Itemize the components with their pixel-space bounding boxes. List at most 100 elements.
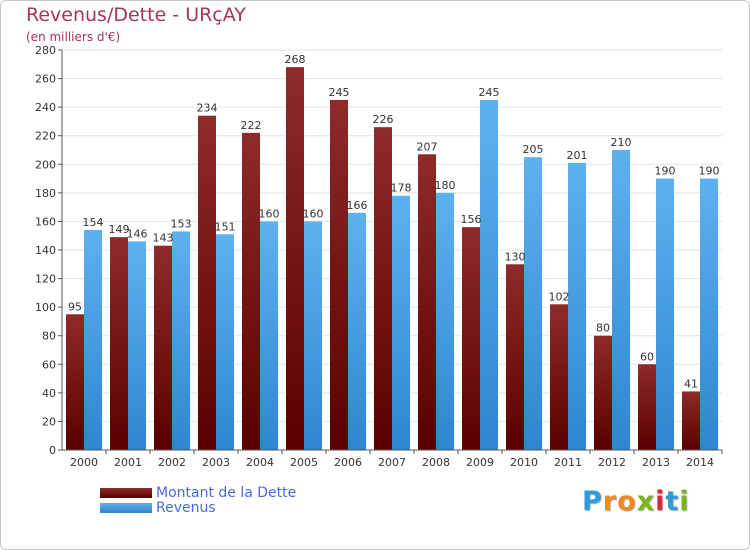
logo-letter: x: [636, 486, 656, 517]
data-label: 166: [347, 199, 368, 212]
y-tick-label: 180: [35, 187, 56, 200]
data-label: 146: [127, 227, 148, 240]
data-label: 245: [329, 86, 350, 99]
bar-revenus: [436, 192, 454, 450]
data-label: 151: [215, 220, 236, 233]
bar-debt: [66, 314, 84, 450]
legend-swatch-revenus: [100, 503, 152, 513]
bar-revenus: [568, 162, 586, 450]
data-label: 41: [684, 377, 698, 390]
x-tick-label: 2006: [334, 456, 362, 469]
data-label: 268: [285, 53, 306, 66]
bar-revenus: [128, 241, 146, 450]
y-tick-label: 40: [42, 387, 56, 400]
bar-debt: [638, 364, 656, 450]
data-label: 153: [171, 217, 192, 230]
data-label: 156: [461, 213, 482, 226]
data-label: 205: [523, 143, 544, 156]
y-tick-label: 60: [42, 358, 56, 371]
y-tick-label: 140: [35, 244, 56, 257]
logo-letter: t: [665, 486, 680, 517]
y-tick-label: 100: [35, 301, 56, 314]
data-label: 149: [109, 223, 130, 236]
bar-revenus: [700, 178, 718, 451]
x-tick-label: 2010: [510, 456, 538, 469]
data-label: 60: [640, 350, 654, 363]
data-label: 234: [197, 102, 218, 115]
proxiti-logo: Proxiti: [582, 486, 690, 517]
data-label: 102: [549, 290, 570, 303]
data-label: 222: [241, 119, 262, 132]
data-label: 130: [505, 250, 526, 263]
chart-subtitle: (en milliers d'€): [26, 30, 121, 44]
bar-revenus: [172, 231, 190, 450]
x-tick-label: 2007: [378, 456, 406, 469]
y-tick-label: 240: [35, 101, 56, 114]
y-tick-label: 260: [35, 73, 56, 86]
x-tick-label: 2014: [686, 456, 714, 469]
bar-revenus: [260, 221, 278, 450]
bar-revenus: [392, 195, 410, 450]
data-label: 245: [479, 86, 500, 99]
logo-letter: i: [679, 486, 690, 517]
data-label: 178: [391, 182, 412, 195]
data-label: 180: [435, 179, 456, 192]
y-tick-label: 0: [49, 444, 56, 457]
x-tick-label: 2013: [642, 456, 670, 469]
legend-label-revenus: Revenus: [156, 500, 216, 516]
bar-debt: [242, 132, 260, 450]
logo-letter: o: [617, 486, 637, 517]
x-tick-label: 2011: [554, 456, 582, 469]
legend-label-debt: Montant de la Dette: [156, 485, 297, 501]
y-tick-label: 20: [42, 415, 56, 428]
bar-revenus: [480, 100, 498, 450]
y-tick-label: 280: [35, 44, 56, 57]
bar-debt: [462, 227, 480, 450]
data-label: 207: [417, 140, 438, 153]
bar-debt: [550, 304, 568, 450]
x-tick-label: 2012: [598, 456, 626, 469]
bar-revenus: [84, 230, 102, 450]
data-label: 154: [83, 216, 104, 229]
bar-revenus: [304, 221, 322, 450]
logo-letter: r: [602, 486, 618, 517]
bar-revenus: [656, 178, 674, 451]
data-label: 160: [303, 207, 324, 220]
chart-title: Revenus/Dette - URçAY: [26, 4, 246, 26]
y-tick-label: 120: [35, 273, 56, 286]
x-tick-label: 2003: [202, 456, 230, 469]
bar-revenus: [216, 234, 234, 450]
data-label: 201: [567, 149, 588, 162]
bar-debt: [330, 100, 348, 450]
bar-revenus: [348, 212, 366, 450]
data-label: 95: [68, 300, 82, 313]
bar-debt: [506, 264, 524, 450]
bar-revenus: [612, 150, 630, 450]
bar-debt: [154, 245, 172, 450]
x-tick-label: 2005: [290, 456, 318, 469]
data-label: 226: [373, 113, 394, 126]
x-tick-label: 2009: [466, 456, 494, 469]
bar-debt: [682, 391, 700, 450]
x-tick-label: 2002: [158, 456, 186, 469]
bar-debt: [594, 335, 612, 450]
bar-debt: [110, 237, 128, 450]
legend-swatch-debt: [100, 488, 152, 498]
logo-letter: i: [655, 486, 666, 517]
x-tick-label: 2004: [246, 456, 274, 469]
x-tick-label: 2000: [70, 456, 98, 469]
data-label: 210: [611, 136, 632, 149]
x-tick-label: 2008: [422, 456, 450, 469]
y-tick-label: 80: [42, 330, 56, 343]
data-label: 190: [655, 165, 676, 178]
bar-debt: [374, 127, 392, 451]
bar-revenus: [524, 157, 542, 450]
y-tick-label: 160: [35, 215, 56, 228]
y-tick-label: 220: [35, 130, 56, 143]
y-tick-label: 200: [35, 158, 56, 171]
data-label: 160: [259, 207, 280, 220]
data-label: 190: [699, 165, 720, 178]
bar-debt: [286, 67, 304, 451]
logo-letter: P: [582, 486, 603, 517]
